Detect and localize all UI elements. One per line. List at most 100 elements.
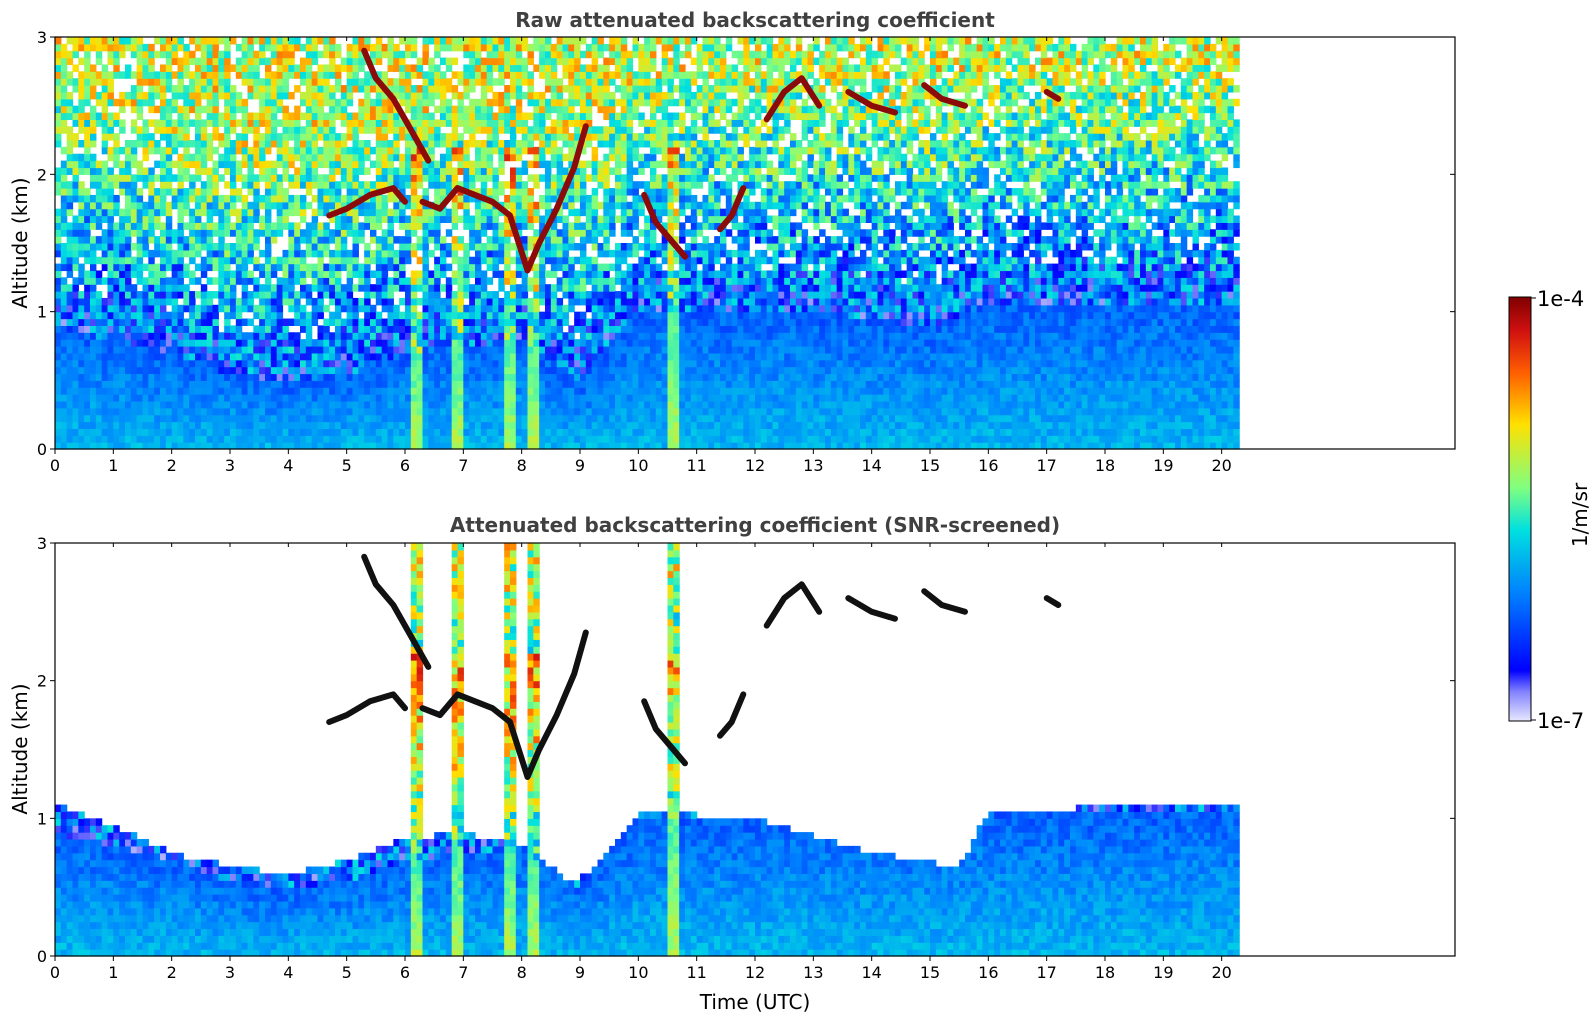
heatmap-cell <box>195 222 202 230</box>
heatmap-cell <box>550 407 558 416</box>
heatmap-cell <box>335 140 342 148</box>
heatmap-cell <box>445 208 453 217</box>
heatmap-cell <box>183 98 190 107</box>
heatmap-cell <box>60 229 68 237</box>
heatmap-cell <box>346 339 354 347</box>
heatmap-cell <box>206 366 214 375</box>
heatmap-cell <box>504 249 511 258</box>
heatmap-cell <box>206 428 214 436</box>
heatmap-cell <box>183 243 190 251</box>
heatmap-cell <box>405 428 412 436</box>
heatmap-cell <box>125 277 132 285</box>
heatmap-cell <box>370 346 377 354</box>
heatmap-cell <box>597 249 604 258</box>
heatmap-cell <box>177 394 184 402</box>
heatmap-cell <box>253 380 260 388</box>
heatmap-cell <box>154 325 161 333</box>
heatmap-cell <box>107 43 114 52</box>
heatmap-cell <box>212 366 219 375</box>
heatmap-cell <box>375 85 383 93</box>
heatmap-cell <box>329 387 336 395</box>
heatmap-cell <box>335 373 342 381</box>
heatmap-cell <box>171 98 179 107</box>
heatmap-cell <box>515 201 523 210</box>
heatmap-cell <box>55 50 62 59</box>
heatmap-cell <box>130 126 138 134</box>
heatmap-cell <box>335 263 342 272</box>
heatmap-cell <box>247 160 254 169</box>
heatmap-cell <box>317 181 324 189</box>
heatmap-cell <box>60 414 68 423</box>
heatmap-cell <box>265 71 272 79</box>
heatmap-cell <box>492 126 499 134</box>
heatmap-cell <box>200 194 208 203</box>
heatmap-cell <box>387 263 394 272</box>
heatmap-cell <box>294 346 301 354</box>
heatmap-cell <box>469 394 476 402</box>
heatmap-cell <box>335 339 342 347</box>
heatmap-cell <box>171 249 179 258</box>
heatmap-cell <box>55 37 62 45</box>
heatmap-cell <box>504 400 511 409</box>
heatmap-cell <box>107 318 114 326</box>
heatmap-cell <box>399 346 406 354</box>
heatmap-cell <box>451 91 459 100</box>
heatmap-cell <box>405 421 412 429</box>
heatmap-cell <box>498 325 505 333</box>
heatmap-cell <box>335 407 342 416</box>
heatmap-cell <box>440 57 447 66</box>
heatmap-cell <box>282 332 289 340</box>
heatmap-cell <box>136 325 144 333</box>
heatmap-cell <box>171 50 179 59</box>
heatmap-cell <box>428 373 435 381</box>
heatmap-cell <box>550 229 558 237</box>
heatmap-cell <box>270 85 278 93</box>
heatmap-cell <box>90 37 97 45</box>
heatmap-cell <box>305 366 313 375</box>
heatmap-cell <box>212 277 219 285</box>
heatmap-cell <box>428 277 435 285</box>
heatmap-cell <box>486 387 494 395</box>
heatmap-cell <box>101 407 109 416</box>
heatmap-cell <box>247 112 254 120</box>
heatmap-cell <box>475 318 482 326</box>
heatmap-cell <box>580 119 587 127</box>
heatmap-cell <box>545 243 552 251</box>
heatmap-cell <box>346 112 354 120</box>
heatmap-cell <box>305 291 313 299</box>
heatmap-cell <box>160 167 167 175</box>
heatmap-cell <box>125 394 132 402</box>
heatmap-cell <box>340 359 348 368</box>
heatmap-cell <box>358 325 365 333</box>
heatmap-cell <box>498 112 505 120</box>
heatmap-cell <box>101 394 109 402</box>
heatmap-cell <box>317 421 324 429</box>
heatmap-cell <box>142 146 149 155</box>
heatmap-cell <box>107 311 114 320</box>
heatmap-cell <box>527 208 534 217</box>
heatmap-cell <box>113 407 120 416</box>
heatmap-cell <box>311 222 319 230</box>
heatmap-cell <box>200 407 208 416</box>
heatmap-cell <box>259 78 266 86</box>
heatmap-cell <box>317 146 324 155</box>
heatmap-cell <box>463 126 470 134</box>
heatmap-cell <box>562 332 569 340</box>
heatmap-cell <box>440 407 447 416</box>
heatmap-cell <box>183 442 190 450</box>
heatmap-cell <box>556 297 564 306</box>
heatmap-cell <box>434 318 441 326</box>
heatmap-cell <box>515 78 523 86</box>
heatmap-cell <box>171 256 179 265</box>
heatmap-cell <box>422 236 429 244</box>
heatmap-cell <box>107 37 114 45</box>
heatmap-cell <box>72 85 79 93</box>
heatmap-cell <box>323 243 330 251</box>
heatmap-cell <box>171 380 179 388</box>
heatmap-cell <box>370 325 377 333</box>
heatmap-cell <box>469 215 476 223</box>
heatmap-cell <box>90 43 97 52</box>
heatmap-cell <box>66 359 74 368</box>
heatmap-cell <box>171 57 179 66</box>
heatmap-cell <box>55 71 62 79</box>
